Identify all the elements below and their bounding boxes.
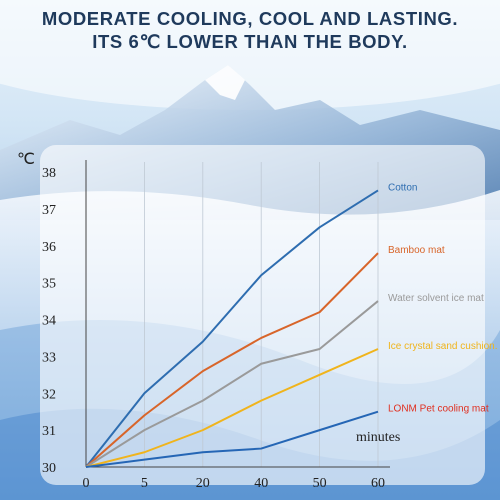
- series-line-3: [85, 300, 379, 468]
- x-tick-label: 20: [196, 476, 210, 491]
- y-tick-label: 31: [42, 424, 56, 439]
- y-tick-label: 30: [42, 461, 56, 476]
- y-tick-label: 33: [42, 350, 56, 365]
- series-line-5: [85, 410, 379, 468]
- y-tick-label: 37: [42, 203, 56, 218]
- y-tick-label: 34: [42, 314, 56, 329]
- headline-line-1: MODERATE COOLING, COOL AND LASTING.: [41, 8, 459, 29]
- x-tick-label: 40: [254, 476, 268, 491]
- x-axis-label: minutes: [356, 430, 400, 445]
- legend-label-4: Ice crystal sand cushion.: [388, 341, 498, 352]
- series-line-4: [85, 348, 379, 468]
- x-tick-label: 60: [371, 476, 385, 491]
- legend-label-3: Water solvent ice mat: [388, 293, 484, 304]
- legend-label-1: Cotton: [388, 182, 417, 193]
- headline-line-2: ITS 6℃ LOWER THAN THE BODY.: [92, 31, 408, 52]
- legend-label-2: Bamboo mat: [388, 245, 445, 256]
- series-line-1: [85, 189, 379, 468]
- y-axis-label: ℃: [17, 151, 35, 168]
- y-tick-label: 35: [42, 277, 56, 292]
- series-line-2: [85, 252, 379, 468]
- x-tick-label: 0: [83, 476, 90, 491]
- y-tick-label: 38: [42, 166, 56, 181]
- y-tick-label: 36: [42, 240, 56, 255]
- x-tick-label: 50: [313, 476, 327, 491]
- y-tick-label: 32: [42, 387, 56, 402]
- legend-label-5: LONM Pet cooling mat: [388, 404, 489, 415]
- x-tick-label: 5: [141, 476, 148, 491]
